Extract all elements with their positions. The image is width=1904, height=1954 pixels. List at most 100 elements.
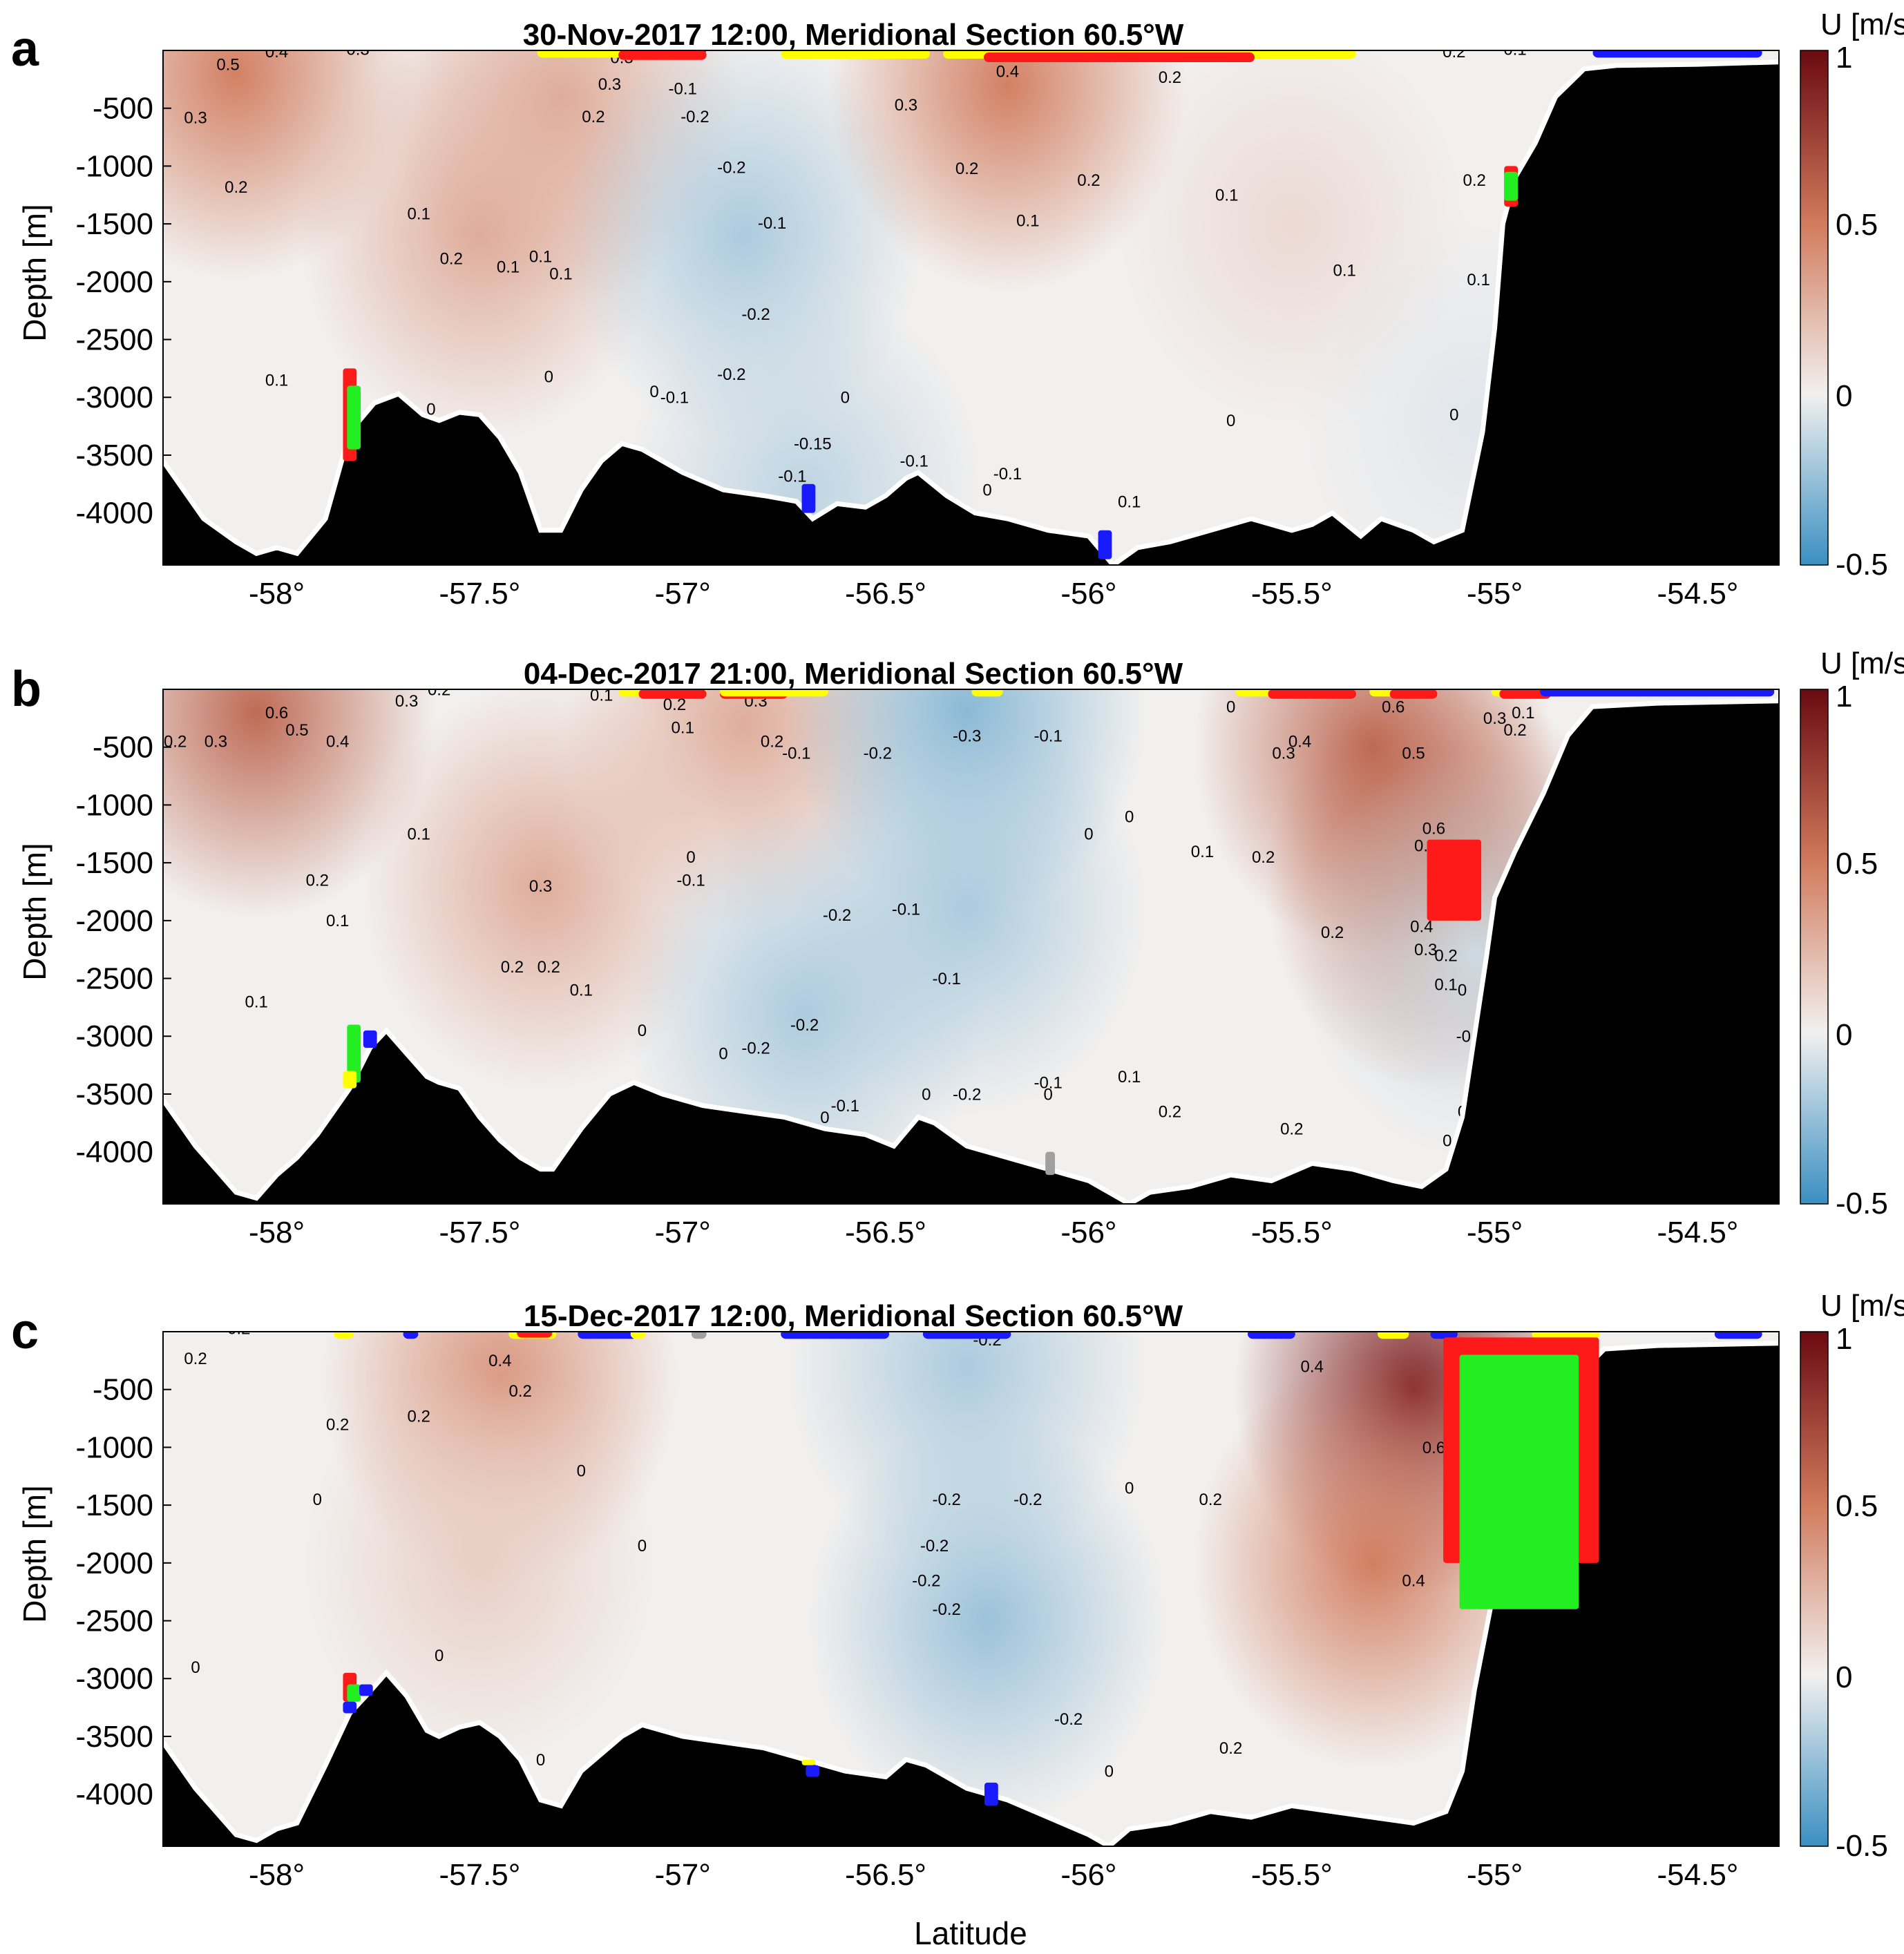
marker-blue xyxy=(801,483,816,513)
contour-label: -0.1 xyxy=(993,465,1022,483)
contour-label: -0.1 xyxy=(933,970,961,988)
contour-label: 0.3 xyxy=(895,96,917,115)
contour-label: -0.2 xyxy=(222,1319,250,1338)
contour-label: -0.1 xyxy=(892,900,920,919)
y-tick-label: -4000 xyxy=(75,1778,153,1812)
contour-label: 0.3 xyxy=(1272,744,1295,763)
y-tick-label: -2000 xyxy=(75,1546,153,1580)
panel-a-bathymetry xyxy=(163,61,1779,565)
contour-label: 0.4 xyxy=(1402,1571,1425,1590)
panel-c-y-axis: -500 -1000 -1500 -2000 -2500 -3000 -3500 -4000 xyxy=(75,1373,171,1812)
contour-label: -0.2 xyxy=(920,1537,949,1555)
marker-red xyxy=(1427,839,1482,921)
contour-label: -0.1 xyxy=(758,214,786,233)
x-tick-label: -56.5° xyxy=(845,1216,926,1249)
y-tick-label: -1500 xyxy=(75,207,153,241)
contour-label: 0 xyxy=(313,1491,322,1509)
contour-label: 0.6 xyxy=(1422,1439,1445,1457)
y-tick-label: -3000 xyxy=(75,1019,153,1053)
y-tick-label: -1500 xyxy=(75,1488,153,1522)
marker-yellow xyxy=(343,1071,357,1089)
contour-label: 0.1 xyxy=(549,265,572,283)
panel-a-colorbar-label: U [m/s] xyxy=(1820,8,1904,41)
contour-label: 0.2 xyxy=(326,1415,349,1434)
contour-label: 0 xyxy=(1458,981,1467,1000)
panel-a-plot: 0.50.40.30.30.20.10.20.10.10.10.30.20.30… xyxy=(162,41,1780,566)
y-tick-label: -3500 xyxy=(75,439,153,472)
x-tick-label: -58° xyxy=(249,1216,305,1249)
contour-label: -0.2 xyxy=(717,158,745,177)
x-axis-label: Latitude xyxy=(914,1915,1027,1951)
panel-a-colorbar-gradient xyxy=(1800,50,1829,566)
x-tick-label: -58° xyxy=(249,577,305,611)
contour-label: 0.6 xyxy=(1422,819,1445,838)
contour-label: 0.2 xyxy=(1199,1491,1222,1509)
contour-label: 0 xyxy=(536,1751,545,1770)
y-tick-label: -2500 xyxy=(75,323,153,357)
contour-label: 0.1 xyxy=(245,993,267,1011)
contour-label: 0.2 xyxy=(508,1382,531,1401)
contour-label: 0 xyxy=(544,367,553,386)
contour-label: -0.2 xyxy=(790,1016,819,1035)
contour-label: 0 xyxy=(649,383,658,401)
contour-label: 0.2 xyxy=(306,872,329,890)
contour-label: -0.15 xyxy=(794,435,832,454)
contour-label: -0.1 xyxy=(1034,1074,1062,1093)
contour-label: 0.2 xyxy=(1443,43,1465,61)
contour-label: 0.3 xyxy=(204,733,227,751)
x-tick-label: -56° xyxy=(1060,1216,1116,1249)
panel-b-velocity-field xyxy=(163,689,1655,1204)
y-tick-label: -1000 xyxy=(75,149,153,183)
panel-c-plot: -0.2 0.2 0.4 0.2 0.2 0.2 0 0 0 0 0 0 0 -0.2 -0.2 -0.2 -0… xyxy=(162,1319,1780,1847)
y-tick-label: -2500 xyxy=(75,1605,153,1638)
marker-gray xyxy=(691,1332,707,1339)
panel-a-seafloor-edge xyxy=(163,59,1779,565)
contour-label: -0.2 xyxy=(680,108,709,126)
contour-label: -0.2 xyxy=(1054,1710,1083,1729)
marker-yellow xyxy=(720,689,828,697)
x-tick-label: -56.5° xyxy=(845,1858,926,1892)
panel-c-colorbar-label: U [m/s] xyxy=(1820,1289,1904,1323)
y-tick-label: -3000 xyxy=(75,1662,153,1696)
contour-label: -0.1 xyxy=(831,1097,859,1115)
contour-label: 0.2 xyxy=(428,680,450,699)
marker-blue xyxy=(1098,530,1112,559)
x-tick-label: -54.5° xyxy=(1657,577,1739,611)
y-tick-label: -2000 xyxy=(75,265,153,299)
panel-a-x-axis: -58° -57.5° -57° -56.5° -56° -55.5° -55° -54.5° xyxy=(249,557,1738,611)
marker-green xyxy=(347,385,361,450)
contour-label: -0.2 xyxy=(912,1571,940,1590)
contour-label: 0.1 xyxy=(1191,843,1214,861)
x-tick-label: -57° xyxy=(655,1858,711,1892)
contour-label: -0.1 xyxy=(669,80,697,99)
y-tick-label: -2500 xyxy=(75,962,153,996)
y-tick-label: -3500 xyxy=(75,1720,153,1754)
panel-c-seafloor-edge xyxy=(163,1341,1779,1846)
contour-label: 0.1 xyxy=(1434,975,1457,994)
panel-b-markers xyxy=(343,689,1775,1176)
contour-label: 0.1 xyxy=(497,258,520,276)
panel-b-letter: b xyxy=(11,662,41,717)
contour-label: 0.2 xyxy=(1159,1102,1181,1121)
contour-label: 0.2 xyxy=(440,250,463,269)
contour-label: 0.2 xyxy=(164,733,187,751)
marker-blue xyxy=(984,1782,998,1806)
marker-red xyxy=(618,50,707,60)
panel-c-colorbar-tick-0.5: 0.5 xyxy=(1836,1489,1878,1523)
contour-label: 0.1 xyxy=(590,687,613,705)
panel-b-y-label: Depth [m] xyxy=(17,843,53,980)
x-tick-label: -55° xyxy=(1467,1858,1523,1892)
contour-label: -0.1 xyxy=(782,744,810,763)
contour-label: -0.2 xyxy=(933,1491,961,1509)
panel-c-colorbar-tick-0: 0 xyxy=(1836,1660,1852,1694)
contour-label: -0.2 xyxy=(933,1600,961,1619)
marker-gray xyxy=(1045,1151,1056,1176)
contour-label: 0.2 xyxy=(184,1350,207,1368)
contour-label: 0.1 xyxy=(1503,41,1526,59)
y-tick-label: -500 xyxy=(93,731,153,765)
panel-b-title: 04-Dec-2017 21:00, Meridional Section 60… xyxy=(524,657,1183,691)
y-tick-label: -500 xyxy=(93,92,153,126)
x-tick-label: -56° xyxy=(1060,577,1116,611)
contour-label: 0.2 xyxy=(225,178,247,197)
y-tick-label: -2000 xyxy=(75,904,153,938)
